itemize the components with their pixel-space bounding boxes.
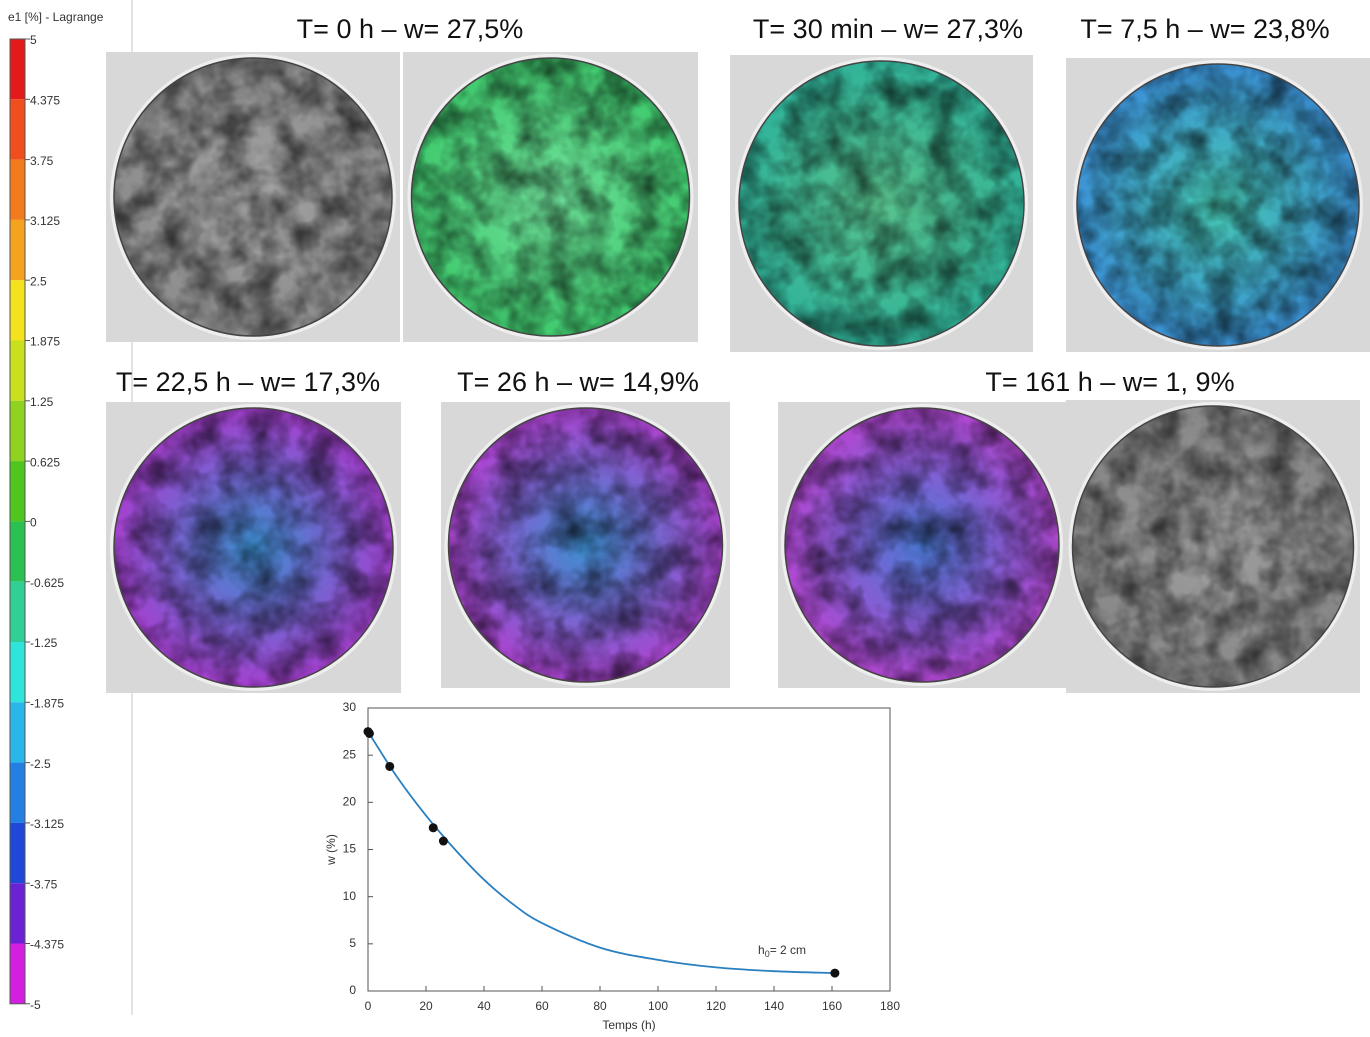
data-point — [385, 761, 395, 771]
colorbar-segment — [10, 943, 25, 1004]
panel-title: T= 161 h – w= 1, 9% — [985, 367, 1235, 397]
colorbar-label: 0 — [30, 516, 37, 530]
x-tick-label: 100 — [648, 999, 668, 1013]
annotation-text-after: = 2 cm — [770, 943, 806, 957]
colorbar-title: e1 [%] - Lagrange — [8, 10, 104, 24]
colorbar-segment — [10, 400, 25, 462]
colorbar-label: -4.375 — [30, 938, 64, 952]
colorbar-segment — [10, 340, 25, 401]
sample-image — [106, 52, 400, 342]
annotation: h0= 2 cm — [758, 943, 806, 959]
colorbar-segment — [10, 461, 25, 522]
x-tick-label: 20 — [419, 999, 433, 1013]
colorbar-label: 0.625 — [30, 455, 60, 469]
colorbar-label: -3.125 — [30, 817, 64, 831]
x-tick-label: 140 — [764, 999, 784, 1013]
colorbar-segment — [10, 159, 25, 220]
sample-image — [441, 402, 730, 688]
x-tick-label: 60 — [535, 999, 549, 1013]
y-tick-label: 10 — [343, 889, 357, 903]
colorbar-segment — [10, 99, 25, 160]
colorbar-segment — [10, 883, 25, 944]
colorbar-label: -1.875 — [30, 696, 64, 710]
colorbar-label: 5 — [30, 33, 37, 47]
x-tick-label: 180 — [880, 999, 900, 1013]
sample-image — [778, 402, 1066, 688]
colorbar-segment — [10, 280, 25, 341]
colorbar: 5 4.375 3.75 3.125 2.5 1.875 1.25 0.625 0 -0.625 -… — [9, 33, 64, 1012]
colorbar-segment — [10, 219, 25, 281]
colorbar-segment — [10, 581, 25, 642]
colorbar-segment — [10, 822, 25, 884]
sample-image — [730, 55, 1033, 352]
panel-title: T= 22,5 h – w= 17,3% — [115, 367, 381, 397]
panel-title: T= 0 h – w= 27,5% — [296, 14, 524, 44]
sample-image — [1066, 400, 1360, 693]
x-tick-label: 40 — [477, 999, 491, 1013]
colorbar-label: 3.75 — [30, 154, 54, 168]
colorbar-label: -0.625 — [30, 576, 64, 590]
panel-title: T= 30 min – w= 27,3% — [752, 14, 1024, 44]
data-point — [364, 728, 374, 738]
panel-title: T= 7,5 h – w= 23,8% — [1080, 14, 1330, 44]
annotation-text: h — [758, 943, 765, 957]
x-tick-label: 120 — [706, 999, 726, 1013]
colorbar-label: 2.5 — [30, 274, 47, 288]
x-tick-label: 80 — [593, 999, 607, 1013]
x-tick-label: 160 — [822, 999, 842, 1013]
annotation-subscript: 0 — [765, 949, 770, 959]
colorbar-label: 1.875 — [30, 335, 60, 349]
colorbar-segment — [10, 642, 25, 703]
panel-title: T= 26 h – w= 14,9% — [457, 367, 699, 397]
y-tick-label: 5 — [349, 936, 356, 950]
colorbar-label: -5 — [30, 998, 41, 1012]
sample-image — [403, 52, 698, 342]
colorbar-label: -2.5 — [30, 757, 51, 771]
y-tick-label: 20 — [343, 795, 357, 809]
colorbar-label: -3.75 — [30, 877, 58, 891]
colorbar-segment — [10, 521, 25, 582]
y-axis-label: w (%) — [324, 834, 338, 866]
y-tick-label: 30 — [343, 700, 357, 714]
data-point — [830, 968, 840, 978]
colorbar-label: 1.25 — [30, 395, 54, 409]
colorbar-label: 4.375 — [30, 93, 60, 107]
y-tick-label: 0 — [349, 983, 356, 997]
chart: 0 20 40 60 80 100 120 140 160 180 0 5 10 15 20 25 30 Temp… — [324, 700, 900, 1032]
colorbar-segment — [10, 702, 25, 763]
sample-image — [106, 402, 401, 693]
colorbar-segment — [10, 762, 25, 823]
x-axis-label: Temps (h) — [602, 1018, 655, 1032]
y-tick-label: 25 — [343, 747, 357, 761]
data-point — [428, 823, 438, 833]
fit-line — [367, 731, 835, 974]
x-tick-label: 0 — [365, 999, 372, 1013]
data-point — [438, 836, 448, 846]
y-tick-label: 15 — [343, 842, 357, 856]
colorbar-segment — [10, 39, 25, 100]
colorbar-label: 3.125 — [30, 214, 60, 228]
colorbar-label: -1.25 — [30, 636, 58, 650]
plot-frame — [367, 707, 891, 992]
sample-image — [1066, 58, 1370, 352]
